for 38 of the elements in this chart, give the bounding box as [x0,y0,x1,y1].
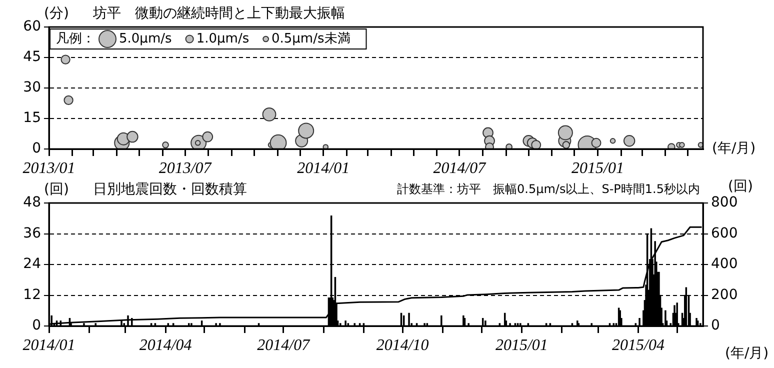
y-tick-label: 48 [23,194,41,211]
x-tick-label: 2014/01 [297,160,350,177]
y2-tick-label: 0 [711,318,720,334]
y-tick-label: 45 [23,49,41,66]
x-tick-label: 2014/07 [433,160,487,177]
y2-axis-title: (回) [728,178,753,195]
x-axis-title: (年/月) [725,346,769,362]
chart-title: 坊平 微動の継続時間と上下動最大振幅 [92,6,345,22]
y-tick-label: 24 [23,256,42,272]
x-tick-label: 2014/07 [257,336,311,354]
text: 計数基準：坊平 振幅0.5μm/s以上、S-P時間1.5秒以内 [397,182,700,196]
legend-label: 5.0μm/s [118,31,172,46]
y-axis-title: (回) [44,182,69,198]
x-tick-label: 2014/04 [139,336,192,354]
y2-tick-label: 800 [711,194,738,211]
legend-title: 凡例： [56,31,95,46]
y2-tick-label: 400 [711,256,738,272]
legend-label: 1.0μm/s [196,31,250,46]
y-tick-label: 0 [32,140,41,157]
y-tick-label: 0 [32,318,41,334]
x-tick-label: 2015/04 [612,336,664,354]
y-tick-label: 36 [23,225,42,242]
y2-tick-label: 600 [711,225,738,242]
y-tick-label: 30 [23,80,41,96]
y-tick-label: 12 [23,286,41,303]
x-tick-label: 2015/01 [572,160,624,177]
chart-title: 日別地震回数・回数積算 [93,182,247,198]
x-tick-label: 2014/10 [376,336,429,354]
x-tick-label: 2013/07 [158,160,212,177]
y-tick-label: 15 [23,110,41,126]
x-tick-label: 2015/01 [495,336,548,354]
y-axis-title: (分) [44,6,69,22]
x-axis-title: (年/月) [712,140,756,157]
y-tick-label: 60 [23,18,41,35]
legend-label: 0.5μm/s未満 [271,31,350,46]
y2-tick-label: 200 [711,286,738,303]
x-tick-label: 2013/01 [22,160,76,177]
x-tick-label: 2014/01 [22,336,76,354]
